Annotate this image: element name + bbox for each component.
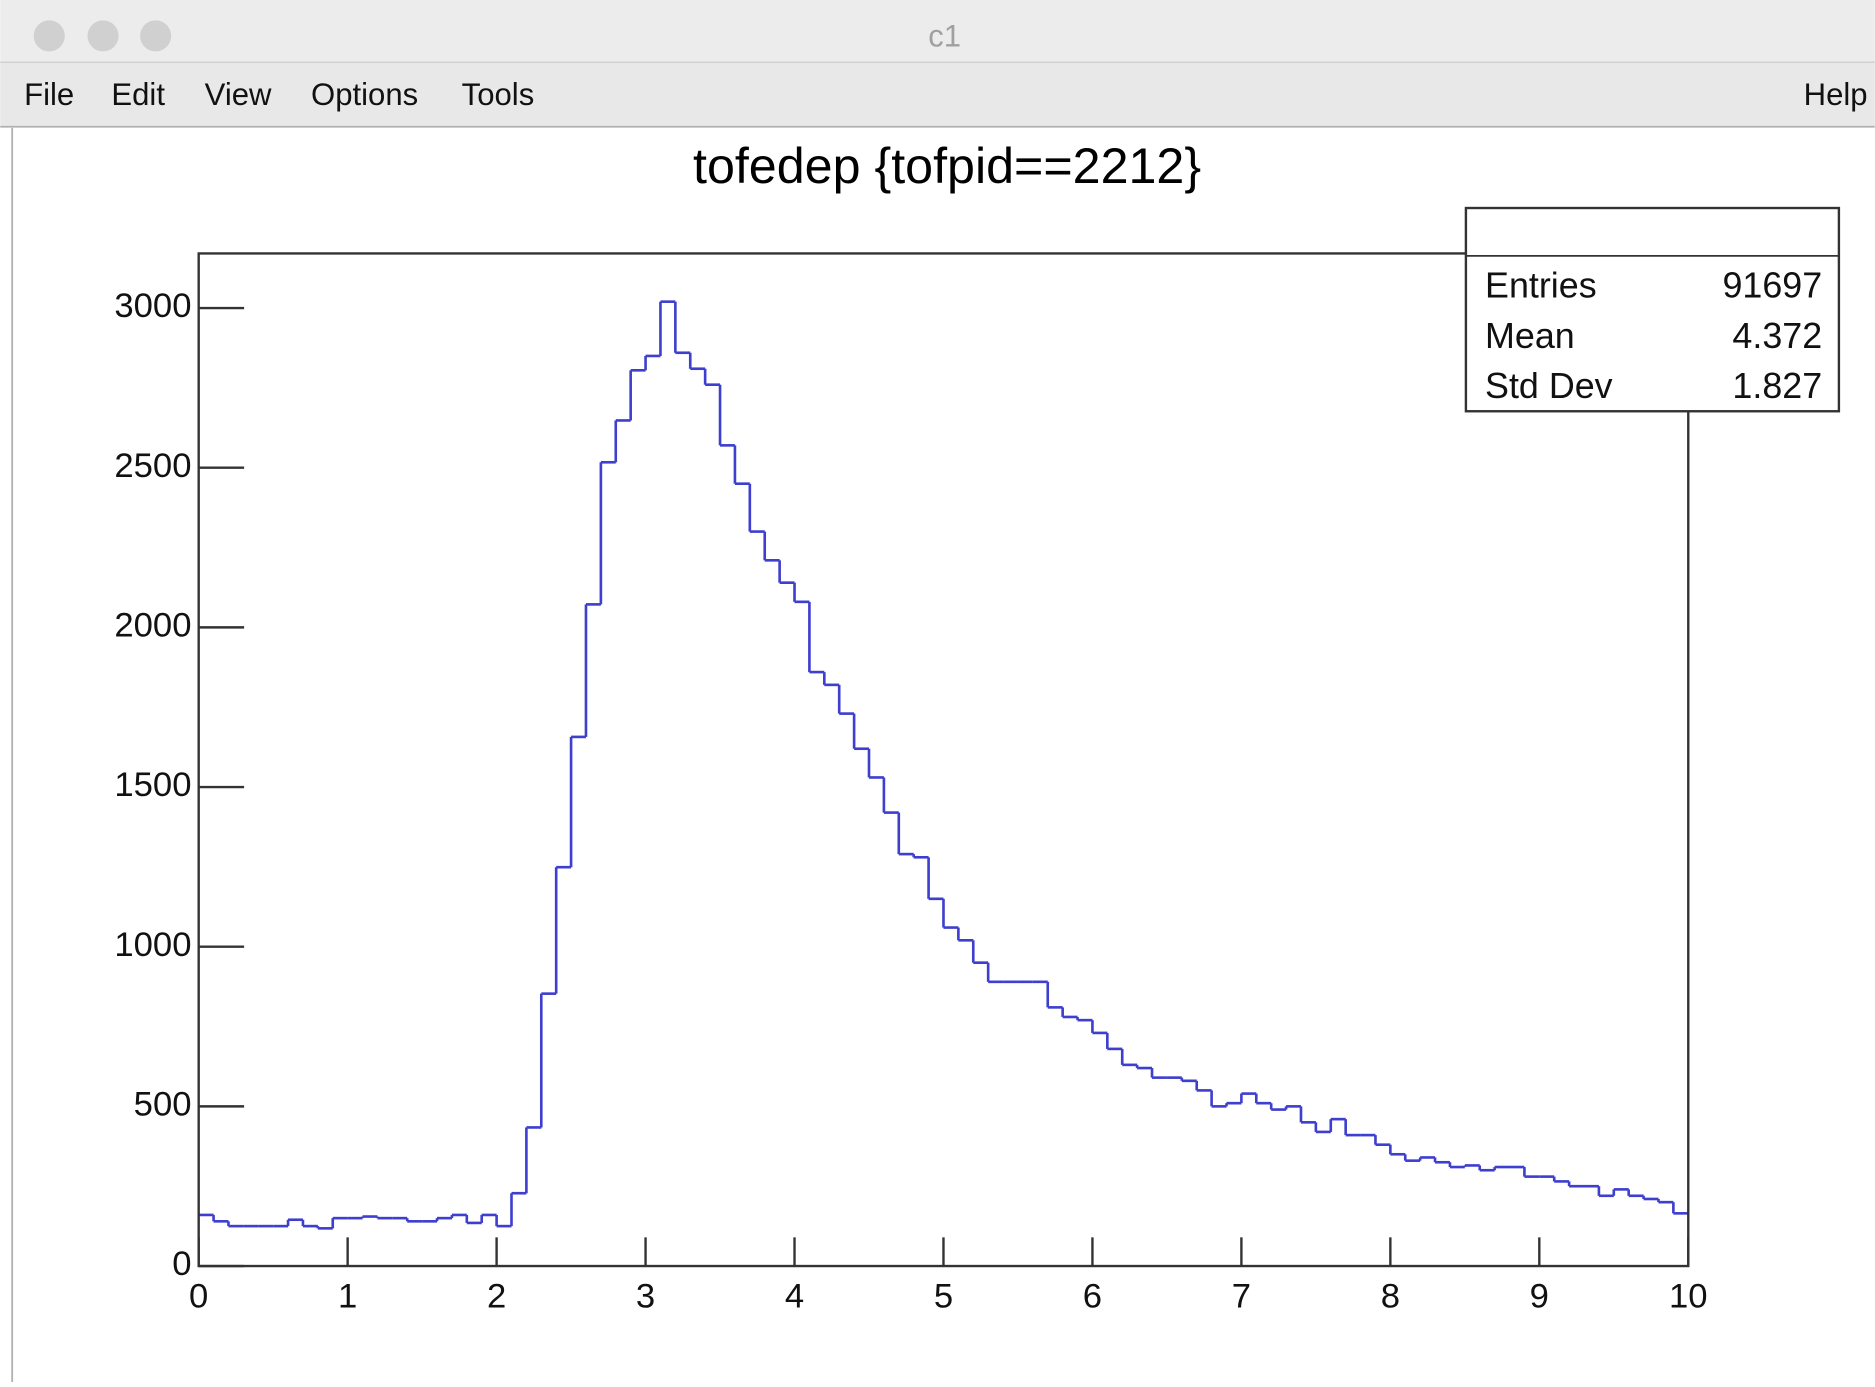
y-tick-label: 500 bbox=[134, 1086, 192, 1124]
x-tick-label: 1 bbox=[338, 1277, 357, 1315]
window-title: c1 bbox=[928, 18, 961, 53]
menu-item[interactable]: File bbox=[24, 77, 74, 112]
x-tick-label: 3 bbox=[636, 1277, 655, 1315]
plot-frame bbox=[197, 252, 1690, 1268]
y-tick-label: 2000 bbox=[114, 607, 191, 645]
stats-value: 1.827 bbox=[1732, 366, 1822, 406]
x-tick-label: 5 bbox=[934, 1277, 953, 1315]
x-tick-label: 4 bbox=[785, 1277, 804, 1315]
x-tick-label: 0 bbox=[189, 1277, 208, 1315]
y-tick-label: 1000 bbox=[114, 926, 191, 964]
title-bar bbox=[0, 0, 1875, 63]
stats-value: 91697 bbox=[1722, 266, 1822, 306]
menu-bar bbox=[0, 62, 1875, 127]
minimize-button[interactable] bbox=[87, 20, 119, 52]
x-tick-label: 10 bbox=[1669, 1277, 1708, 1315]
stats-name: Std Dev bbox=[1485, 366, 1613, 406]
y-tick-label: 3000 bbox=[114, 287, 191, 325]
stats-name: Mean bbox=[1485, 316, 1575, 356]
y-tick-label: 1500 bbox=[114, 766, 191, 804]
x-tick-label: 2 bbox=[487, 1277, 506, 1315]
x-tick-label: 6 bbox=[1083, 1277, 1102, 1315]
x-tick-label: 9 bbox=[1530, 1277, 1549, 1315]
menu-item[interactable]: Tools bbox=[462, 77, 535, 112]
x-tick-label: 7 bbox=[1232, 1277, 1251, 1315]
stats-value: 4.372 bbox=[1732, 316, 1822, 356]
menu-item[interactable]: Options bbox=[311, 77, 418, 112]
menu-item[interactable]: Help bbox=[1804, 77, 1868, 112]
menu-item[interactable]: Edit bbox=[111, 77, 165, 112]
x-tick-label: 8 bbox=[1381, 1277, 1400, 1315]
chart-title: tofedep {tofpid==2212} bbox=[693, 138, 1201, 194]
y-tick-label: 2500 bbox=[114, 447, 191, 485]
y-tick-label: 0 bbox=[172, 1245, 191, 1283]
close-button[interactable] bbox=[33, 20, 65, 52]
stats-name: Entries bbox=[1485, 266, 1597, 306]
zoom-button[interactable] bbox=[140, 20, 172, 52]
stats-box bbox=[1464, 206, 1841, 413]
menu-item[interactable]: View bbox=[205, 77, 272, 112]
